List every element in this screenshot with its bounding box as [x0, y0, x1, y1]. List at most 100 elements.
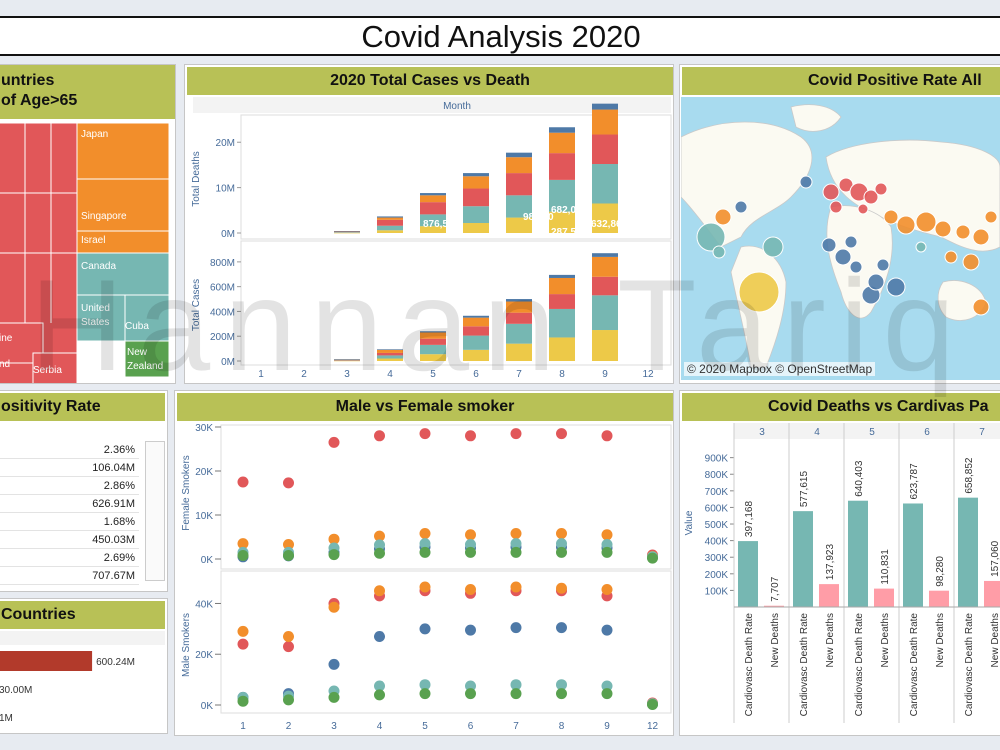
smoker-month-label: 9	[604, 721, 610, 732]
female-point	[556, 428, 567, 440]
cardio-rate-label: 397,168	[744, 501, 755, 538]
male-point	[283, 694, 294, 706]
stacked-bar-segment	[506, 301, 532, 313]
smoker-month-label: 2	[286, 721, 292, 732]
stacked-bar-segment	[377, 216, 403, 218]
new-deaths-bar	[819, 584, 839, 607]
cardio-tick-label: 900K	[705, 454, 729, 465]
cardio-category-label: Cardiovasc Death Rate	[854, 613, 865, 717]
male-point	[556, 679, 567, 691]
stacked-bar-segment	[377, 352, 403, 356]
female-point	[419, 538, 431, 550]
female-point	[465, 430, 476, 442]
new-deaths-bar	[929, 590, 949, 607]
countries-bar-label: 600.24M	[96, 657, 135, 668]
cases-tick-label: 600M	[210, 283, 235, 294]
male-point	[510, 581, 522, 593]
female-tick-label: 20K	[195, 467, 213, 478]
cardio-rate-bar	[848, 500, 868, 607]
cardio-tick-label: 500K	[705, 520, 729, 531]
male-point	[465, 584, 476, 595]
cardio-category-label: Cardiovasc Death Rate	[909, 613, 920, 717]
male-point	[328, 601, 340, 613]
map-bubble	[857, 203, 869, 215]
male-point	[374, 630, 385, 642]
female-point	[601, 529, 613, 541]
male-point	[419, 581, 431, 593]
stacked-bar-segment	[463, 188, 489, 207]
male-point	[601, 624, 613, 636]
cardio-rate-bar	[903, 503, 923, 607]
treemap-header: untries of Age>65	[0, 65, 175, 119]
stacked-bar-segment	[334, 359, 360, 361]
map-bubble	[915, 241, 927, 253]
female-point	[647, 552, 658, 564]
stacked-bar-segment	[506, 217, 532, 233]
month-header	[193, 97, 671, 113]
female-point	[465, 538, 476, 550]
cardio-month-header	[734, 423, 1000, 439]
new-deaths-bar	[764, 605, 784, 607]
stacked-bar-segment	[420, 226, 446, 233]
smoker-month-label: 6	[468, 721, 474, 732]
cardio-tick-label: 100K	[705, 586, 729, 597]
smoker-month-label: 12	[647, 721, 659, 732]
deaths-data-label: 876,51	[423, 219, 454, 230]
positivity-scrollbar[interactable]	[145, 441, 165, 581]
stacked-bar-segment	[377, 355, 403, 359]
male-point	[556, 622, 567, 634]
male-point	[556, 688, 567, 700]
cardio-month-label: 6	[924, 427, 930, 438]
stacked-bar-segment	[420, 338, 446, 345]
map-bubble	[762, 236, 784, 258]
male-point	[510, 688, 522, 700]
male-point	[237, 625, 249, 637]
cardio-rate-label: 623,787	[909, 463, 920, 500]
deaths-tick-label: 20M	[216, 138, 235, 149]
cases-tick-label: 800M	[210, 258, 235, 269]
female-point	[374, 547, 385, 559]
cardio-rate-bar	[738, 541, 758, 607]
map-bubble	[734, 200, 748, 214]
male-point	[647, 698, 658, 710]
smoker-month-label: 1	[240, 721, 246, 732]
stacked-bar-segment	[463, 349, 489, 361]
smoker-month-label: 8	[559, 721, 565, 732]
month-tick-label: 7	[516, 369, 522, 380]
cases-tick-label: 400M	[210, 307, 235, 318]
positivity-row: 2.86%	[0, 477, 139, 495]
stacked-bar-segment	[549, 337, 575, 361]
stacked-bar-segment	[506, 323, 532, 344]
female-point	[465, 529, 476, 541]
cardio-category-label: New Deaths	[770, 613, 781, 667]
female-point	[510, 428, 522, 440]
male-point	[419, 679, 431, 691]
cardio-tick-label: 800K	[705, 470, 729, 481]
stacked-bar-segment	[463, 315, 489, 318]
stacked-bar-segment	[549, 211, 575, 233]
stacked-bar-segment	[463, 335, 489, 350]
map-bubble	[944, 250, 958, 264]
positivity-row: 626.91M	[0, 495, 139, 513]
stacked-bar-segment	[592, 256, 618, 277]
stacked-bar-segment	[549, 132, 575, 154]
stacked-bar-segment	[506, 195, 532, 218]
male-point	[328, 691, 340, 703]
map-bubble	[883, 209, 899, 225]
map-attribution[interactable]: © 2020 Mapbox © OpenStreetMap	[684, 362, 876, 376]
cardio-tick-label: 700K	[705, 487, 729, 498]
world-map[interactable]	[681, 97, 1000, 380]
cases-axis-title: Total Cases	[191, 279, 202, 331]
treemap-label: Zealand	[127, 361, 163, 372]
cardio-chart: Value 100K 200K 300K 400K 500K 600K 700K 800K 900…	[684, 423, 1000, 723]
smoker-chart: Female Smokers Male Smokers 0K 10K 20K 30K 0K 2…	[181, 423, 672, 732]
stacked-bar-segment	[463, 326, 489, 336]
stacked-bar-segment	[420, 331, 446, 333]
map-bubble	[874, 182, 888, 196]
stacked-bar-segment	[377, 349, 403, 350]
female-point	[465, 546, 476, 558]
total-cases-panel: 2020 Total Cases vs Death Month Total Dea…	[184, 64, 674, 384]
stacked-bar-segment	[506, 299, 532, 302]
stacked-bar-segment	[334, 360, 360, 362]
